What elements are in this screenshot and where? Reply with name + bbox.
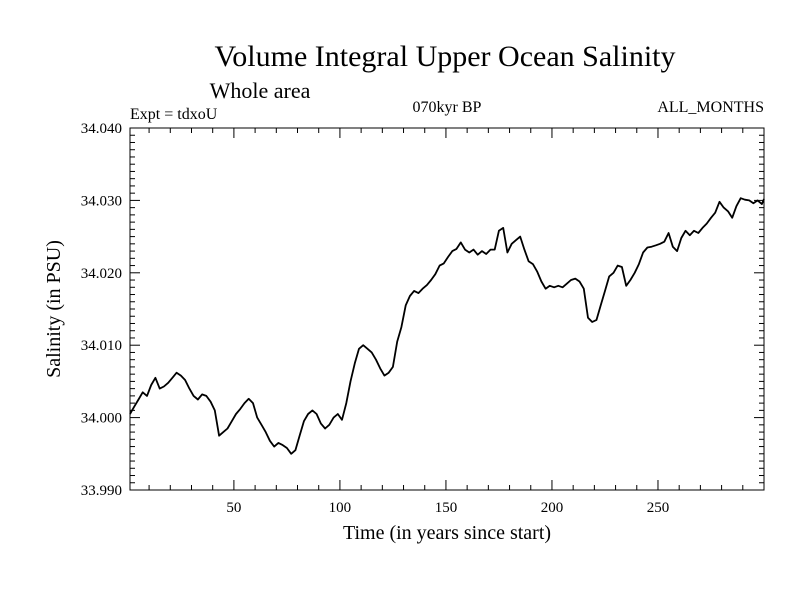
y-tick-label: 34.020 bbox=[81, 266, 122, 282]
annotation-period: 070kyr BP bbox=[413, 99, 482, 116]
chart-title: Volume Integral Upper Ocean Salinity bbox=[215, 40, 676, 73]
x-tick-label: 100 bbox=[329, 500, 352, 516]
y-tick-label: 34.030 bbox=[81, 193, 122, 209]
series-group bbox=[129, 197, 765, 455]
plot-frame bbox=[129, 127, 765, 491]
x-tick-label: 50 bbox=[226, 500, 241, 516]
y-tick-label: 34.010 bbox=[81, 338, 122, 354]
minor-ticks bbox=[130, 128, 764, 490]
y-axis-label: Salinity (in PSU) bbox=[43, 240, 65, 378]
chart-subtitle: Whole area bbox=[210, 78, 311, 103]
x-axis-label: Time (in years since start) bbox=[343, 522, 551, 544]
x-axis: 50 100 150 200 250 bbox=[226, 128, 669, 516]
x-tick-label: 250 bbox=[647, 500, 670, 516]
x-tick-label: 200 bbox=[541, 500, 564, 516]
y-tick-label: 34.040 bbox=[81, 121, 122, 137]
annotation-months: ALL_MONTHS bbox=[657, 99, 764, 116]
series-line bbox=[129, 197, 765, 455]
y-tick-label: 33.990 bbox=[81, 483, 122, 499]
annotation-expt: Expt = tdxoU bbox=[130, 106, 218, 123]
y-tick-label: 34.000 bbox=[81, 411, 122, 427]
y-axis: 33.990 34.000 34.010 34.020 34.030 34.040 bbox=[81, 121, 764, 499]
x-tick-label: 150 bbox=[435, 500, 458, 516]
